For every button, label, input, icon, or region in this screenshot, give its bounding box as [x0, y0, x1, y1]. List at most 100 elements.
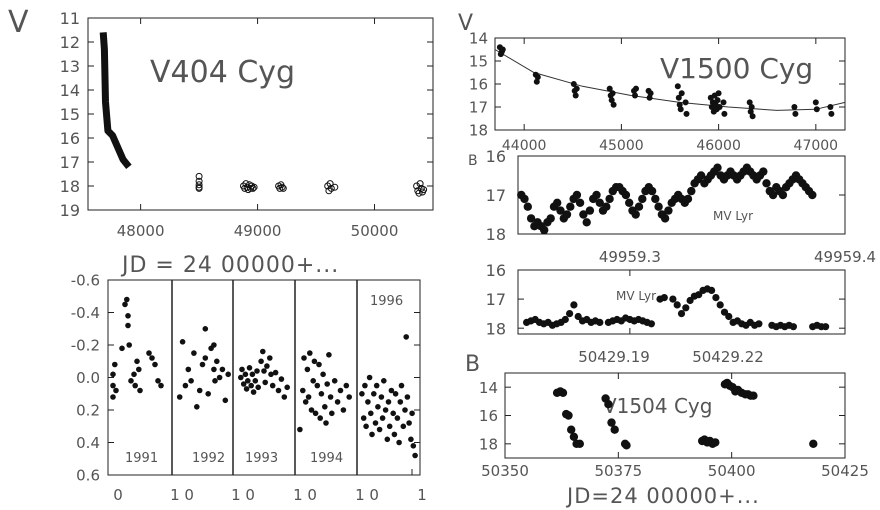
residual-point: [396, 439, 402, 446]
residual-ytick-label: 0.6: [76, 467, 100, 485]
residual-point: [366, 374, 373, 381]
mvlyr2-ytick-label: 16: [486, 261, 506, 280]
residual-point: [250, 389, 257, 395]
residual-point: [308, 407, 315, 413]
residual-point: [281, 394, 288, 400]
v404-xlabel: JD = 24 00000+...: [120, 253, 339, 278]
v1504-xtick-label: 50400: [708, 462, 756, 480]
residual-point: [359, 391, 365, 397]
mvlyr-point: [768, 190, 778, 200]
residual-point: [264, 363, 270, 369]
mvlyr2-point: [570, 301, 578, 309]
residual-point: [249, 371, 256, 378]
residual-point: [134, 358, 140, 365]
v404-xtick-label: 49000: [234, 222, 282, 240]
residual-point: [410, 443, 417, 449]
residual-point: [275, 387, 282, 394]
v1504-xlabel: JD=24 00000+...: [565, 484, 760, 508]
v1500-point: [573, 85, 580, 92]
residual-point: [260, 348, 266, 355]
v404-ylabel: V: [8, 5, 29, 40]
v1500-point: [632, 92, 638, 99]
residual-point: [245, 378, 251, 384]
v1500-point: [812, 99, 819, 106]
panel-residuals: 1991 1992 1993 1994 1996 -0.6 -0.4 -0.2 0.0…: [71, 272, 427, 504]
residual-point: [323, 420, 329, 426]
residual-point: [329, 410, 335, 417]
v1500-point: [572, 92, 579, 99]
v1500-ytick-label: 17: [469, 99, 488, 117]
v404-point: [249, 184, 257, 192]
residual-point: [406, 420, 412, 426]
residual-xtick-label: 1: [417, 486, 427, 504]
v1504-title: V1504 Cyg: [603, 394, 712, 418]
residual-point: [327, 394, 334, 400]
v1500-ylabel: V: [458, 11, 473, 36]
residual-point: [362, 382, 368, 389]
v404-xtick-label: 48000: [117, 222, 165, 240]
residual-point: [310, 378, 317, 384]
residual-point: [317, 415, 324, 421]
v404-ytick-label: 14: [60, 81, 80, 100]
mvlyr-point: [631, 210, 640, 219]
v1500-point: [499, 46, 506, 53]
mvlyr2-point: [673, 301, 681, 309]
v404-point: [242, 180, 250, 188]
v404-point: [325, 187, 333, 195]
year-label-1996: 1996: [370, 294, 403, 309]
residual-point: [267, 355, 273, 361]
mvlyr2-point: [716, 301, 724, 309]
v1504-point: [604, 400, 613, 409]
residual-point: [376, 426, 383, 433]
residual-point: [110, 394, 116, 400]
v404-title: V404 Cyg: [150, 55, 295, 90]
v404-point: [324, 182, 332, 190]
v1500-xtick-label: 45000: [599, 138, 644, 154]
residual-point: [243, 386, 250, 392]
mvlyr-ylabel: B: [468, 153, 478, 169]
residual-point: [388, 387, 395, 394]
residual-point: [391, 431, 398, 438]
v1500-point: [721, 110, 728, 117]
v1500-ytick-label: 15: [469, 53, 488, 71]
v404-ytick-label: 12: [60, 33, 80, 52]
residual-point: [272, 369, 279, 376]
v1500-point: [677, 106, 684, 113]
v1500-point: [749, 113, 756, 120]
residual-point: [398, 382, 405, 389]
residual-point: [222, 397, 229, 404]
mvlyr2-point: [708, 286, 716, 294]
mvlyr2-point: [677, 310, 686, 318]
v404-point: [326, 180, 334, 188]
mvlyr-point: [592, 190, 601, 200]
residual-point: [176, 394, 183, 400]
residual-point: [314, 382, 321, 389]
residual-point: [188, 378, 194, 384]
v404-point: [250, 183, 258, 191]
v1504-point: [711, 438, 720, 447]
residual-point: [334, 399, 341, 405]
residual-point: [343, 382, 350, 389]
mvlyr-point: [526, 214, 536, 223]
residual-point: [312, 410, 319, 417]
residual-ytick-label: -0.6: [71, 272, 100, 290]
residual-point: [404, 394, 411, 400]
v1500-point: [609, 90, 616, 97]
residual-point: [394, 415, 401, 421]
residual-point: [126, 342, 132, 348]
mvlyr-point: [762, 179, 771, 188]
mvlyr-point: [602, 202, 611, 211]
residual-point: [297, 426, 303, 433]
mvlyr2-ytick-label: 18: [486, 319, 506, 338]
residual-point: [196, 387, 203, 394]
year-label-1993: 1993: [245, 451, 278, 466]
mvlyr-point: [553, 198, 562, 207]
v1500-point: [714, 97, 721, 104]
residual-xtick-label: 0: [113, 486, 123, 504]
v1504-xtick-label: 50350: [481, 462, 529, 480]
residual-point: [305, 394, 312, 400]
mvlyr2-point: [566, 310, 574, 318]
residual-point: [369, 431, 375, 438]
mvlyr-point: [585, 206, 595, 215]
v404-ytick-label: 18: [60, 177, 80, 196]
